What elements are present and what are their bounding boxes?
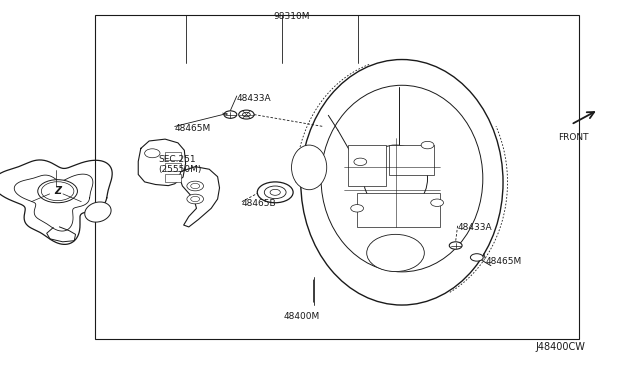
Text: SEC.251: SEC.251	[159, 155, 196, 164]
Bar	[389, 145, 434, 175]
Circle shape	[145, 149, 160, 158]
Text: 48465M: 48465M	[175, 124, 211, 133]
Circle shape	[354, 158, 367, 166]
Circle shape	[191, 183, 200, 189]
Text: FRONT: FRONT	[558, 133, 589, 142]
Ellipse shape	[364, 145, 428, 212]
Text: J48400CW: J48400CW	[535, 342, 585, 352]
Ellipse shape	[367, 234, 424, 272]
Circle shape	[239, 110, 254, 119]
Bar	[165, 152, 181, 160]
Text: 48465B: 48465B	[242, 199, 276, 208]
Ellipse shape	[321, 85, 483, 272]
Ellipse shape	[301, 60, 503, 305]
Circle shape	[470, 254, 483, 261]
Bar	[95, 15, 579, 339]
Bar	[165, 163, 181, 171]
Ellipse shape	[292, 145, 327, 190]
Circle shape	[224, 111, 237, 118]
Circle shape	[449, 242, 462, 249]
Circle shape	[421, 141, 434, 149]
Circle shape	[243, 112, 250, 117]
Bar	[165, 174, 181, 182]
Bar	[357, 193, 440, 227]
Circle shape	[42, 182, 74, 201]
Circle shape	[351, 205, 364, 212]
Bar	[348, 145, 386, 186]
Text: (25550M): (25550M)	[159, 165, 202, 174]
Text: 48400M: 48400M	[284, 312, 320, 321]
Circle shape	[191, 196, 200, 202]
Text: 98310M: 98310M	[273, 12, 310, 21]
Text: Z: Z	[54, 186, 61, 196]
Circle shape	[38, 180, 77, 203]
Circle shape	[431, 199, 444, 206]
Ellipse shape	[84, 202, 111, 222]
Text: 48433A: 48433A	[458, 223, 492, 232]
Text: 48433A: 48433A	[237, 94, 271, 103]
Circle shape	[264, 186, 286, 199]
Circle shape	[257, 182, 293, 203]
Circle shape	[187, 181, 204, 191]
Circle shape	[187, 194, 204, 204]
Circle shape	[270, 189, 280, 195]
Text: 48465M: 48465M	[485, 257, 522, 266]
